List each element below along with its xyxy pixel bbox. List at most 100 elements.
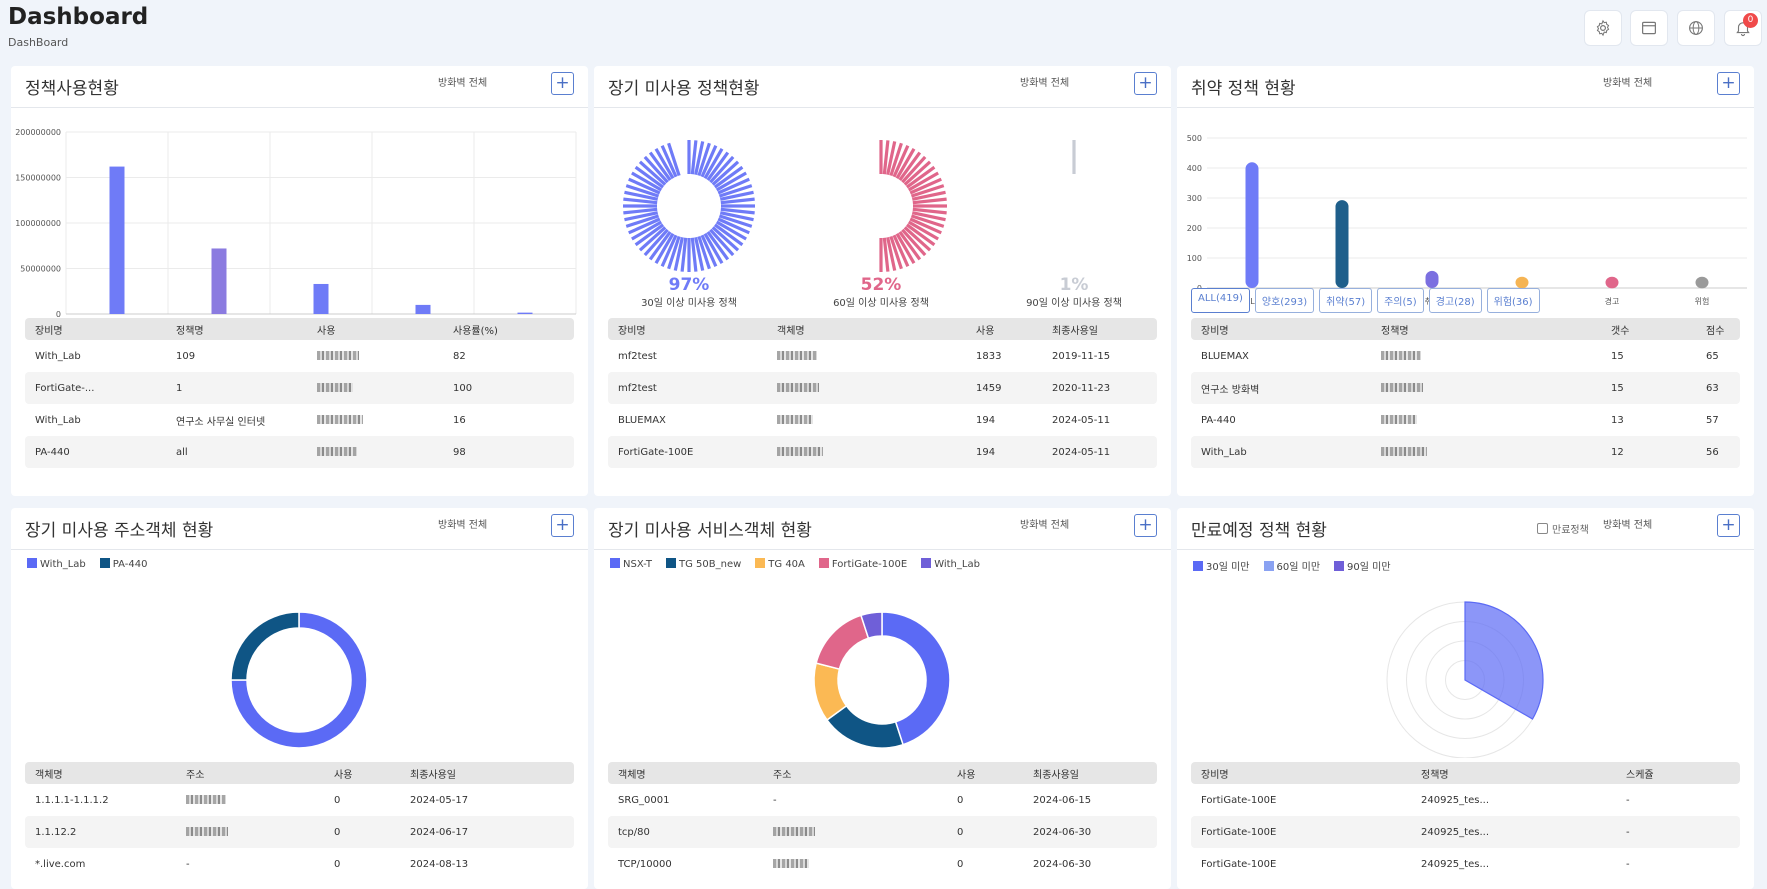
donut-slice[interactable]: [815, 614, 870, 670]
unused-service-table: 객체명 주소 사용 최종사용일 SRG_0001-0 2024-06-15 tcp/80 0 2…: [608, 762, 1157, 880]
table-row[interactable]: TCP/10000 0 2024-06-30: [608, 848, 1157, 880]
filter-tab[interactable]: 양호(293): [1254, 288, 1315, 313]
bar[interactable]: [415, 304, 431, 314]
column-header[interactable]: 장비명: [1191, 762, 1411, 784]
bar[interactable]: [109, 166, 125, 314]
bar[interactable]: [1695, 276, 1709, 289]
firewall-filter[interactable]: 방화벽 전체: [1020, 520, 1070, 531]
legend-item[interactable]: NSX-T: [610, 558, 652, 570]
column-header[interactable]: 사용률(%): [443, 318, 574, 340]
table-row[interactable]: With_Lab 연구소 사무실 인터넷 16: [25, 404, 574, 436]
donut-slice[interactable]: [860, 611, 883, 640]
column-header[interactable]: 사용: [307, 318, 443, 340]
donut-slice[interactable]: [230, 611, 368, 749]
table-row[interactable]: With_Lab 12 56: [1191, 436, 1740, 468]
column-header[interactable]: 스케쥴: [1616, 762, 1740, 784]
add-button[interactable]: +: [1134, 514, 1157, 537]
filter-tab[interactable]: 위험(36): [1486, 288, 1540, 313]
legend-item[interactable]: With_Lab: [921, 558, 980, 570]
legend-item[interactable]: 90일 미만: [1334, 558, 1391, 573]
card-unused-policy: 장기 미사용 정책현황 방화벽 전체 + 97% 30일 이상 미사용 정책 52%…: [594, 66, 1171, 496]
column-header[interactable]: 객체명: [767, 318, 966, 340]
bar[interactable]: [517, 312, 533, 314]
table-row[interactable]: PA-440 13 57: [1191, 404, 1740, 436]
card-unused-service: 장기 미사용 서비스객체 현황 방화벽 전체 + NSX-T TG 50B_new…: [594, 508, 1171, 889]
table-row[interactable]: FortiGate-100E 240925_tes... -: [1191, 816, 1740, 848]
table-row[interactable]: tcp/80 0 2024-06-30: [608, 816, 1157, 848]
column-header[interactable]: 주소: [763, 762, 947, 784]
firewall-filter[interactable]: 방화벽 전체: [1020, 78, 1070, 89]
gauge-spoke: [713, 223, 744, 247]
donut-slice[interactable]: [881, 611, 951, 746]
table-row[interactable]: mf2test 1459 2020-11-23: [608, 372, 1157, 404]
notification-button[interactable]: 0: [1724, 10, 1762, 46]
column-header[interactable]: 주소: [176, 762, 324, 784]
donut-slice[interactable]: [230, 611, 300, 681]
column-header[interactable]: 정책명: [1371, 318, 1601, 340]
table-row[interactable]: *.live.com - 0 2024-08-13: [25, 848, 574, 880]
column-header[interactable]: 최종사용일: [400, 762, 574, 784]
table-row[interactable]: mf2test 1833 2019-11-15: [608, 340, 1157, 372]
table-row[interactable]: PA-440 all 98: [25, 436, 574, 468]
column-header[interactable]: 최종사용일: [1023, 762, 1157, 784]
column-header[interactable]: 사용: [324, 762, 400, 784]
table-row[interactable]: 1.1.1.1-1.1.1.2 0 2024-05-17: [25, 784, 574, 816]
column-header[interactable]: 최종사용일: [1042, 318, 1157, 340]
column-header[interactable]: 장비명: [608, 318, 767, 340]
add-button[interactable]: +: [551, 514, 574, 537]
firewall-filter[interactable]: 방화벽 전체: [1603, 520, 1653, 531]
table-row[interactable]: SRG_0001 - 0 2024-06-15: [608, 784, 1157, 816]
table-row[interactable]: 연구소 방화벽 15 63: [1191, 372, 1740, 404]
firewall-filter[interactable]: 방화벽 전체: [1603, 78, 1653, 89]
window-button[interactable]: [1630, 10, 1668, 46]
legend-item[interactable]: TG 50B_new: [665, 558, 741, 570]
add-button[interactable]: +: [1717, 514, 1740, 537]
legend-item[interactable]: TG 40A: [755, 558, 805, 570]
legend-item[interactable]: 30일 미만: [1193, 558, 1250, 573]
column-header[interactable]: 사용: [947, 762, 1023, 784]
bar[interactable]: [1335, 200, 1349, 288]
table-row[interactable]: BLUEMAX 15 65: [1191, 340, 1740, 372]
table-row[interactable]: FortiGate-100E 240925_tes... -: [1191, 848, 1740, 880]
firewall-filter[interactable]: 방화벽 전체: [438, 78, 488, 89]
filter-tab[interactable]: 주의(5): [1377, 288, 1424, 313]
column-header[interactable]: 정책명: [166, 318, 307, 340]
legend-item[interactable]: With_Lab: [27, 558, 86, 570]
column-header[interactable]: 장비명: [1191, 318, 1371, 340]
column-header[interactable]: 갯수: [1601, 318, 1696, 340]
column-header[interactable]: 객체명: [608, 762, 763, 784]
legend-item[interactable]: 60일 미만: [1263, 558, 1320, 573]
table-row[interactable]: BLUEMAX 194 2024-05-11: [608, 404, 1157, 436]
table-row[interactable]: FortiGate-100E 240925_tes... -: [1191, 784, 1740, 816]
checkbox-box[interactable]: [1537, 523, 1548, 534]
firewall-filter[interactable]: 방화벽 전체: [438, 520, 488, 531]
add-button[interactable]: +: [1717, 72, 1740, 95]
polar-slice[interactable]: [1464, 601, 1544, 720]
bar[interactable]: [1425, 270, 1439, 288]
legend-item[interactable]: FortiGate-100E: [818, 558, 907, 570]
bar[interactable]: [211, 248, 227, 314]
column-header[interactable]: 객체명: [25, 762, 176, 784]
table-row[interactable]: With_Lab 109 82: [25, 340, 574, 372]
column-header[interactable]: 장비명: [25, 318, 166, 340]
legend-item[interactable]: PA-440: [99, 558, 147, 570]
table-row[interactable]: FortiGate-100E 194 2024-05-11: [608, 436, 1157, 468]
table-row[interactable]: 1.1.12.2 0 2024-06-17: [25, 816, 574, 848]
expired-policy-checkbox[interactable]: 만료정책: [1537, 521, 1589, 536]
settings-button[interactable]: [1584, 10, 1622, 46]
bar[interactable]: [1605, 276, 1619, 289]
table-row[interactable]: FortiGate-... 1 100: [25, 372, 574, 404]
table-cell: [176, 784, 324, 816]
add-button[interactable]: +: [551, 72, 574, 95]
filter-tab[interactable]: 경고(28): [1428, 288, 1482, 313]
filter-tab[interactable]: 취약(57): [1319, 288, 1373, 313]
language-button[interactable]: [1677, 10, 1715, 46]
column-header[interactable]: 정책명: [1411, 762, 1616, 784]
bar[interactable]: [313, 283, 329, 314]
column-header[interactable]: 사용: [966, 318, 1042, 340]
column-header[interactable]: 점수: [1696, 318, 1740, 340]
filter-tab[interactable]: ALL(419): [1191, 288, 1250, 313]
bar[interactable]: [1245, 162, 1259, 288]
bar[interactable]: [1515, 276, 1529, 289]
add-button[interactable]: +: [1134, 72, 1157, 95]
